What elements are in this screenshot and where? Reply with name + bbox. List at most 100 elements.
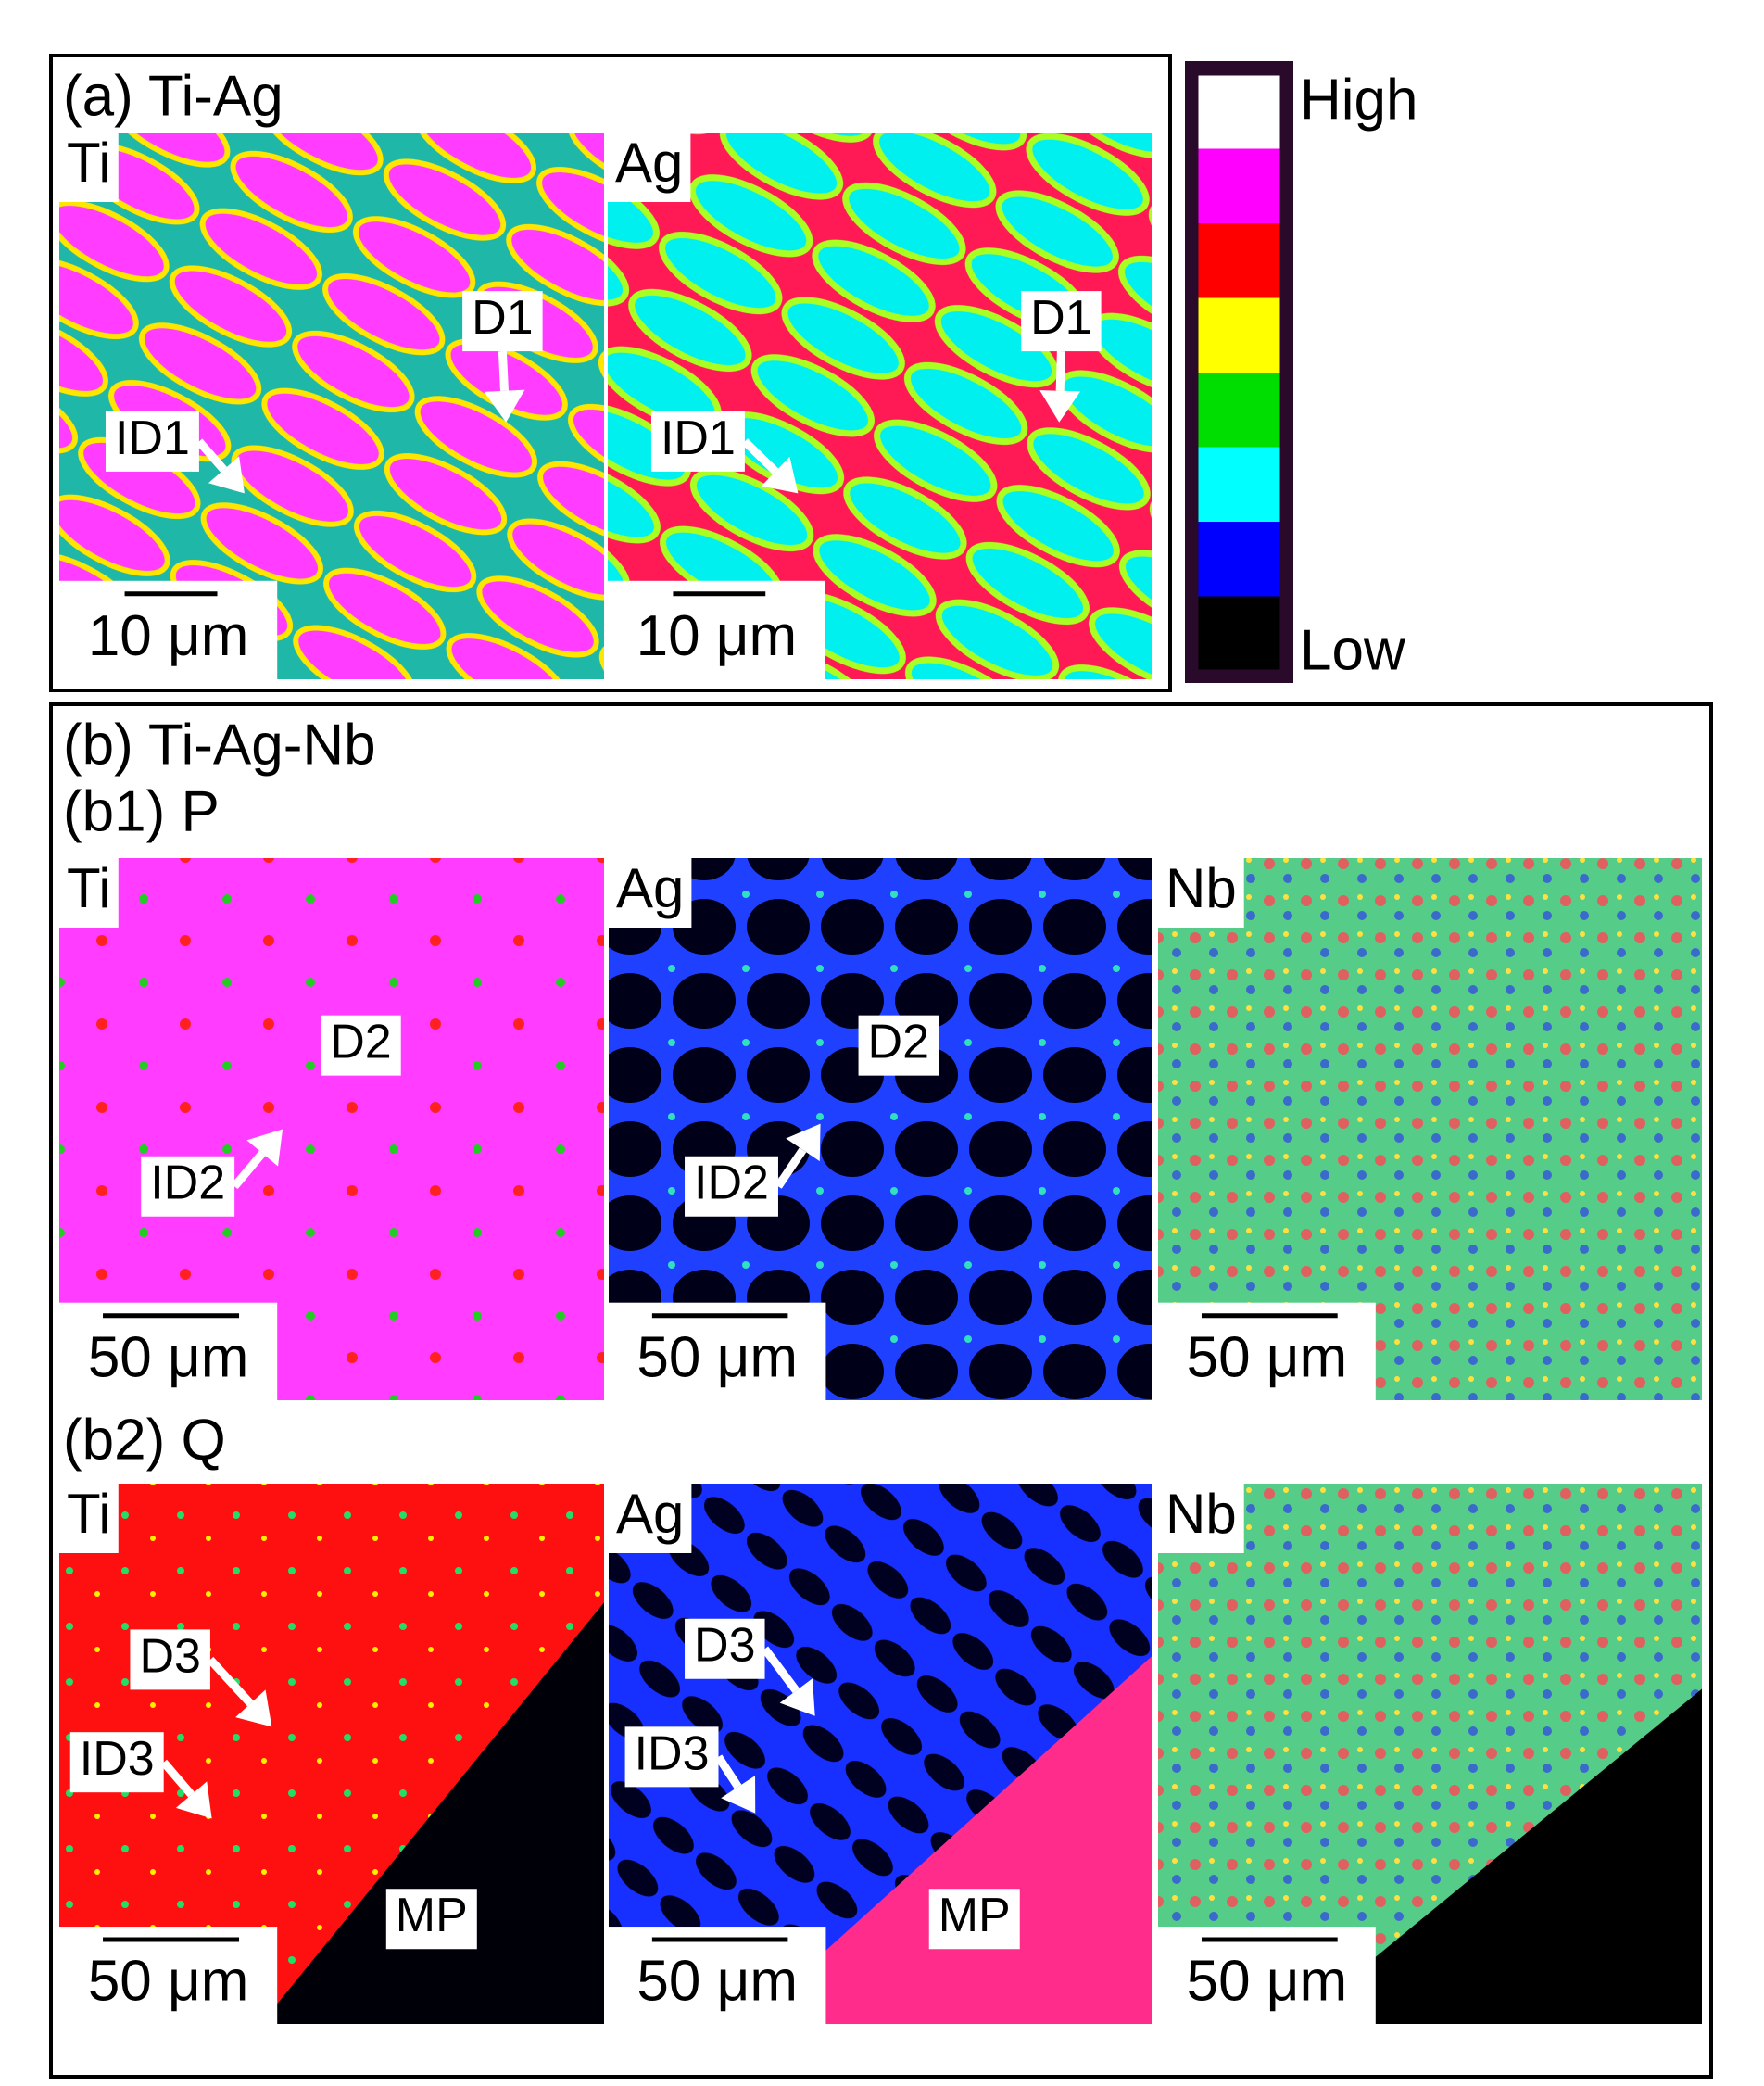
element-label: Nb [1166,1483,1237,1545]
scale-bar-label: 50 μm [636,1949,798,2013]
element-label: Ti [67,1483,111,1545]
scale-bar-box [609,1302,826,1400]
arrow-head [761,456,799,494]
map-region [744,1656,1152,2024]
panel-title: (b) Ti-Ag-Nb [63,713,376,777]
arrow-shaft [775,1147,807,1189]
element-label-box [609,1484,692,1553]
colorbar-step [1197,447,1281,523]
element-label-box [608,133,691,202]
element-label-box [1158,1484,1244,1553]
element-label: Ag [616,1483,684,1545]
annotation: MP [396,1889,468,1942]
annotation-box [650,411,745,472]
arrow-shaft [195,438,227,473]
annotation: ID3 [80,1732,155,1786]
annotation-box [321,1015,401,1076]
section-title: (b1) P [63,779,220,843]
scale-bar-box [608,580,825,679]
annotation-box [858,1015,939,1076]
colorbar-step [1197,297,1281,373]
annotation-box [462,291,543,352]
annotation-box [69,1732,164,1793]
element-label: Nb [1166,857,1237,919]
annotation: D3 [139,1629,200,1683]
arrow-head [208,456,245,494]
annotation: D1 [472,291,533,345]
annotation: ID1 [661,411,736,465]
scale-bar-box [59,1302,278,1400]
annotation-box [685,1618,765,1679]
arrow-shaft [761,1646,800,1694]
arrow-shaft [498,350,509,391]
arrow-head [1040,390,1081,423]
colorbar-step [1197,223,1281,298]
annotation: D2 [868,1016,929,1069]
annotation: MP [939,1889,1011,1942]
section-title: (b2) Q [63,1408,226,1472]
element-label-box [59,1484,119,1553]
annotation: D2 [330,1016,391,1069]
annotation-box [130,1629,210,1690]
scale-bar-label: 10 μm [88,604,249,668]
annotation-box [141,1156,235,1217]
arrow-shaft [741,438,779,474]
annotation: D1 [1030,291,1091,345]
annotation: ID2 [150,1157,225,1210]
panel-b-frame [49,702,1713,2079]
arrow-shaft [714,1754,742,1789]
scale-bar-label: 50 μm [88,1949,249,2013]
colorbar-step [1197,522,1281,597]
element-label-box [609,858,692,928]
arrow-shaft [231,1150,266,1190]
scale-bar-box [59,580,278,679]
element-label-box [59,858,119,928]
element-label: Ti [67,132,111,194]
annotation-box [928,1889,1020,1950]
scale-bar-label: 50 μm [636,1325,798,1389]
scale-bar-box [1158,1302,1376,1400]
scale-bar-label: 50 μm [88,1325,249,1389]
element-label: Ag [615,132,683,194]
scale-bar-label: 50 μm [1187,1949,1348,2013]
colorbar-step [1197,373,1281,448]
panel-a-frame [49,54,1172,692]
annotation-box [1021,291,1102,352]
arrow-shaft [160,1759,195,1798]
panel-title: (a) Ti-Ag [63,64,284,128]
annotation: ID1 [115,411,190,465]
annotation: D3 [694,1619,755,1673]
annotation-box [105,411,199,472]
colorbar-step [1197,74,1281,149]
annotation: ID2 [694,1157,769,1210]
annotation-box [685,1156,778,1217]
map-region [260,1602,604,2024]
arrow-shaft [1055,350,1065,391]
scale-bar-box [609,1927,826,2024]
colorbar-low: Low [1300,618,1405,682]
arrow-head [786,1123,821,1162]
arrow-head [235,1689,272,1727]
arrow-head [246,1129,284,1167]
arrow-head [175,1781,212,1819]
colorbar-edge [1195,72,1283,673]
colorbar-step [1197,148,1281,224]
annotation-box [385,1889,477,1950]
element-label: Ag [616,857,684,919]
arrow-shaft [207,1656,254,1707]
colorbar-high: High [1300,68,1418,132]
arrow-head [779,1678,815,1716]
arrow-head [721,1776,756,1814]
scale-bar-box [59,1927,278,2024]
scale-bar-box [1158,1927,1376,2024]
scale-bar-label: 10 μm [636,604,798,668]
colorbar-step [1197,596,1281,672]
element-label-box [59,133,119,202]
annotation-box [624,1726,719,1788]
element-label: Ti [67,857,111,919]
map-region [1293,1688,1702,2024]
annotation: ID3 [635,1726,710,1780]
arrow-head [484,389,525,423]
